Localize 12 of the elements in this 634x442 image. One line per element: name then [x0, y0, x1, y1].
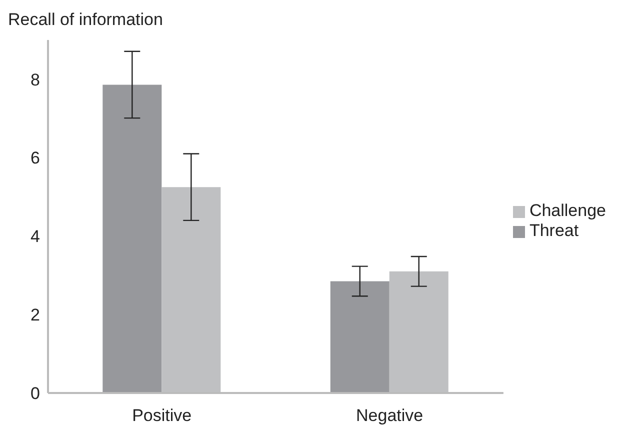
x-tick-label: Negative: [356, 406, 424, 426]
legend-label: Threat: [529, 221, 579, 240]
x-tick-label: Positive: [132, 406, 192, 426]
bar: [330, 281, 390, 393]
y-tick-label: 6: [30, 148, 40, 168]
y-tick-label: 8: [30, 70, 40, 90]
bar: [102, 84, 162, 393]
y-tick-label: 4: [30, 227, 40, 246]
y-tick-label: 0: [30, 384, 40, 404]
legend-label: Challenge: [529, 201, 606, 220]
y-axis-title: Recall of information: [8, 10, 163, 30]
y-tick-label: 2: [30, 306, 40, 325]
